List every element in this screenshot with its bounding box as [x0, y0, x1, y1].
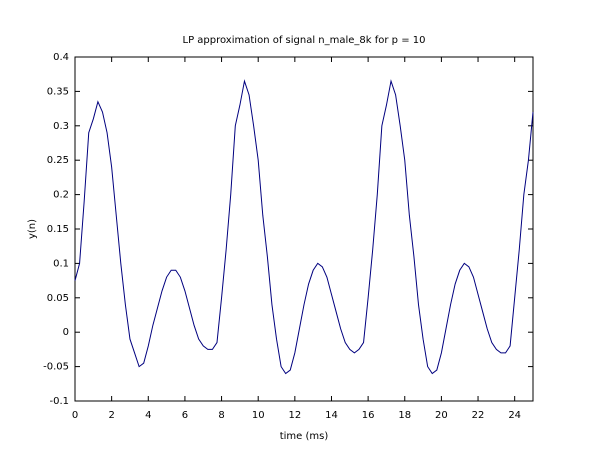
chart-title: LP approximation of signal n_male_8k for…: [183, 35, 426, 46]
x-tick-label: 24: [508, 410, 521, 421]
y-tick-label: 0.2: [53, 190, 69, 201]
y-tick-label: 0.25: [47, 155, 69, 166]
y-tick-label: 0.3: [53, 121, 69, 132]
x-tick-label: 8: [218, 410, 224, 421]
y-tick-label: 0.4: [53, 52, 69, 63]
y-axis-label: y(n): [27, 219, 38, 239]
y-tick-label: 0: [63, 327, 69, 338]
x-tick-label: 14: [325, 410, 338, 421]
x-tick-label: 4: [145, 410, 151, 421]
x-tick-label: 0: [72, 410, 78, 421]
line-series: [74, 79, 534, 375]
x-tick-label: 6: [182, 410, 188, 421]
y-tick-label: 0.1: [53, 258, 69, 269]
y-tick-label: -0.05: [43, 362, 69, 373]
y-tick-label: 0.05: [47, 293, 69, 304]
x-tick-label: 22: [472, 410, 485, 421]
x-tick-label: 20: [435, 410, 448, 421]
x-tick-label: 2: [108, 410, 114, 421]
x-tick-label: 10: [252, 410, 265, 421]
x-axis-label: time (ms): [280, 431, 329, 442]
y-tick-label: -0.1: [49, 396, 69, 407]
x-tick-label: 16: [362, 410, 375, 421]
y-tick-label: 0.35: [47, 86, 69, 97]
y-tick-label: 0.15: [47, 224, 69, 235]
x-tick-label: 18: [398, 410, 411, 421]
x-tick-label: 12: [288, 410, 301, 421]
